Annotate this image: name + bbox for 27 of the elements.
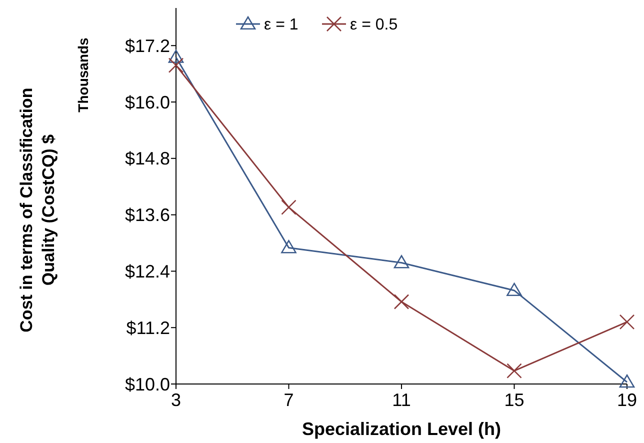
x-tick-label: 7 (284, 390, 294, 410)
point (168, 50, 184, 63)
point (506, 282, 522, 296)
y-axis-title: Cost in terms of Classification Quality (CostCQ) $ (16, 86, 59, 334)
point (394, 255, 410, 268)
y-tick-label: $11.2 (126, 318, 170, 338)
y-tick-label: $12.4 (124, 262, 170, 282)
legend-label: ε = 1 (264, 16, 298, 34)
y-tick-label: $17.2 (124, 36, 170, 56)
point (619, 314, 635, 330)
text: Thousands (75, 37, 91, 112)
point (281, 240, 296, 254)
x-tick-label: 15 (504, 390, 524, 410)
y-tick-label: $14.8 (124, 148, 170, 169)
x-tick-label: 3 (170, 390, 182, 410)
point (281, 200, 296, 215)
point (506, 363, 522, 378)
x-axis-title: Specialization Level (h) (302, 419, 502, 439)
point (168, 58, 184, 73)
legend-label: ε = 0.5 (350, 16, 398, 34)
y-tick-label: $10.0 (124, 374, 170, 394)
y-tick-label: $16.0 (124, 92, 170, 112)
x-tick-label: 19 (616, 390, 638, 410)
point (619, 374, 635, 388)
x-tick-label: 11 (392, 390, 411, 410)
point (394, 294, 410, 310)
y-tick-label: $13.6 (124, 205, 170, 226)
